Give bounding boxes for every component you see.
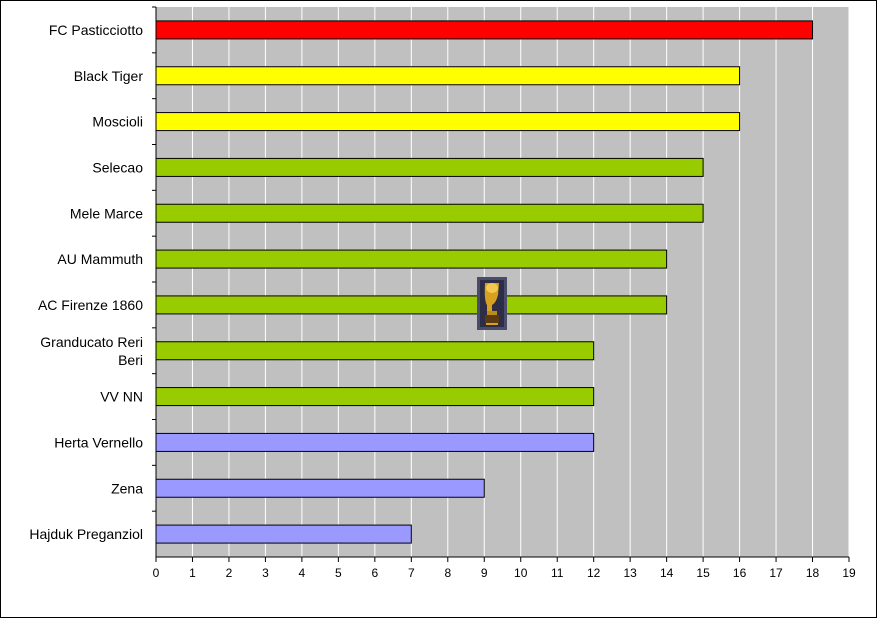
x-tick-label: 15	[696, 566, 710, 580]
x-tick-label: 9	[481, 566, 488, 580]
x-tick-label: 4	[299, 566, 306, 580]
bar	[155, 387, 595, 407]
x-axis	[152, 6, 850, 562]
bar	[155, 249, 668, 269]
category-label: FC Pasticciotto	[49, 22, 143, 38]
x-tick-label: 2	[226, 566, 233, 580]
trophy-icon	[477, 277, 507, 330]
category-labels: FC Pasticciotto Black Tiger Moscioli Seleca…	[29, 22, 143, 542]
x-tick-label: 11	[551, 566, 564, 580]
category-label: Moscioli	[92, 114, 143, 130]
category-label: VV NN	[100, 389, 143, 405]
x-tick-label: 13	[623, 566, 637, 580]
bar	[155, 157, 704, 177]
category-label: Mele Marce	[70, 205, 143, 221]
x-tick-label: 5	[335, 566, 342, 580]
bar	[155, 203, 704, 223]
x-tick-label: 1	[189, 566, 196, 580]
x-tick-label: 3	[262, 566, 269, 580]
category-label: Granducato Reri Beri	[40, 334, 143, 368]
bar	[155, 112, 741, 132]
x-tick-label: 19	[842, 566, 856, 580]
category-label: Black Tiger	[74, 68, 144, 84]
category-label: Hajduk Preganziol	[29, 526, 143, 542]
x-tick-label: 0	[153, 566, 160, 580]
x-tick-label: 14	[660, 566, 674, 580]
bar	[155, 524, 412, 544]
x-tick-label: 10	[514, 566, 528, 580]
gridlines	[191, 7, 850, 557]
bar	[155, 432, 595, 452]
bar	[155, 341, 595, 361]
category-label: Selecao	[92, 159, 143, 175]
category-label: Zena	[111, 480, 143, 496]
x-tick-label: 7	[408, 566, 415, 580]
bar	[155, 478, 485, 498]
x-tick-label: 12	[587, 566, 601, 580]
x-tick-labels: 0 1 2 3 4 5 6 7 8 9 10 11 12 13 14 15 16 17 18 19	[153, 566, 856, 580]
x-tick-label: 16	[733, 566, 747, 580]
x-tick-label: 8	[444, 566, 451, 580]
x-tick-label: 17	[769, 566, 783, 580]
x-tick-label: 6	[371, 566, 378, 580]
bar	[155, 20, 814, 40]
category-label: AC Firenze 1860	[38, 297, 143, 313]
category-label: Herta Vernello	[54, 434, 143, 450]
x-tick-label: 18	[806, 566, 820, 580]
bar	[155, 295, 668, 315]
bar	[155, 66, 741, 86]
category-label: AU Mammuth	[57, 251, 143, 267]
